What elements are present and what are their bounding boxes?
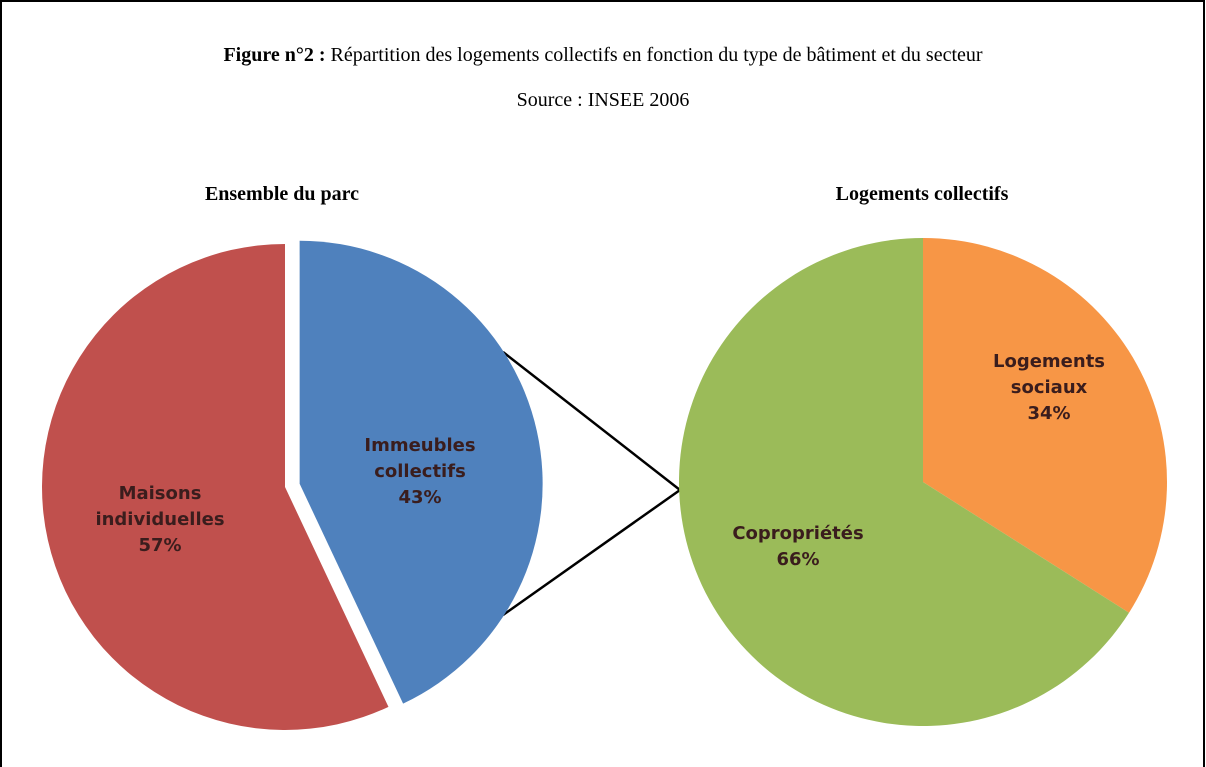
pie-slice — [299, 240, 543, 704]
pie-slice — [41, 244, 389, 730]
slice-name: Maisons individuelles — [95, 483, 225, 530]
pie-slice — [923, 238, 1167, 613]
slice-label: Logements sociaux 34% — [984, 349, 1114, 427]
pie-slice — [678, 238, 1130, 726]
pie-title: Logements collectifs — [835, 183, 1009, 205]
connector — [502, 488, 681, 617]
figure-source: Source : INSEE 2006 — [516, 89, 690, 111]
slice-label: Maisons individuelles 57% — [75, 481, 245, 559]
slice-name: Logements sociaux — [992, 351, 1106, 398]
slice-value: 66% — [776, 549, 820, 570]
connector — [502, 351, 681, 491]
slice-label: Copropriétés 66% — [713, 521, 883, 573]
figure-title: Figure n°2 : Répartition des logements c… — [0, 44, 1206, 67]
slice-name: Copropriétés — [732, 523, 864, 544]
pie-title: Ensemble du parc — [204, 183, 360, 205]
figure-text: Répartition des logements collectifs en … — [330, 44, 983, 66]
slice-label: Immeubles collectifs 43% — [355, 433, 485, 511]
slice-value: 57% — [138, 535, 182, 556]
slice-value: 34% — [1027, 403, 1071, 424]
figure-label: Figure n°2 : — [223, 44, 326, 66]
slice-name: Immeubles collectifs — [364, 435, 476, 482]
slice-value: 43% — [398, 487, 442, 508]
